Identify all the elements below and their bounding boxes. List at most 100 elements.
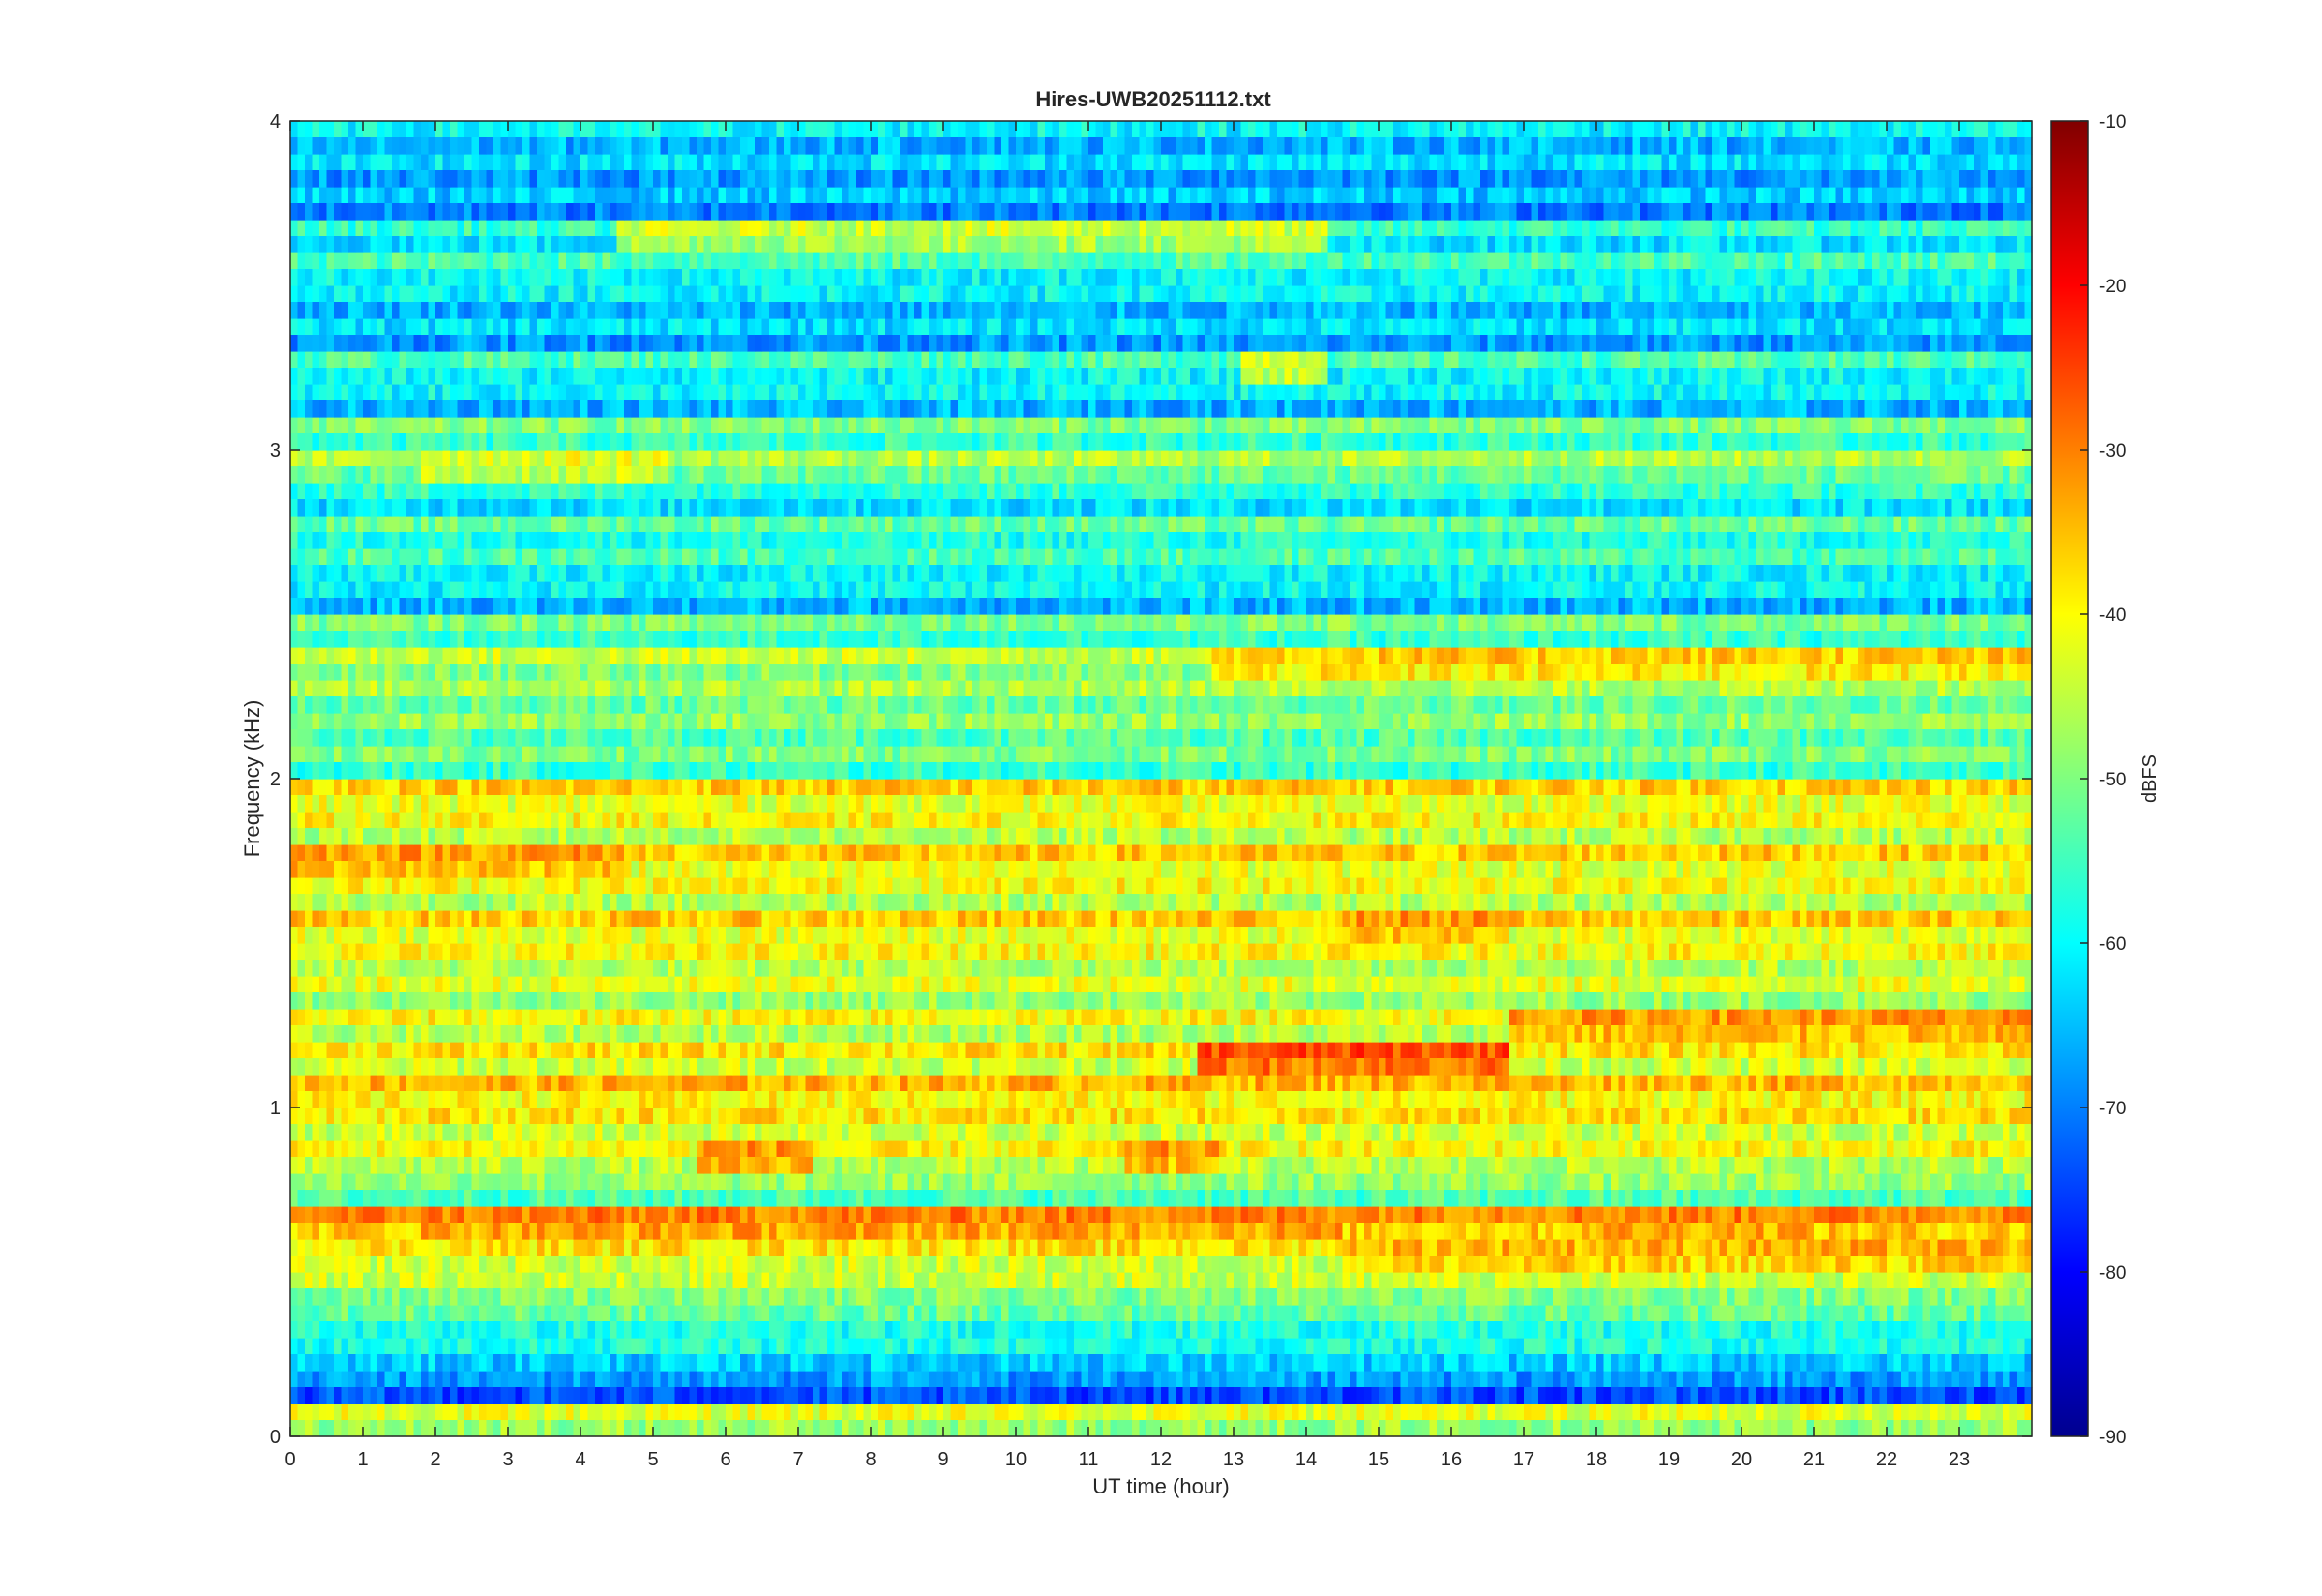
heatmap-cell [1146, 1140, 1155, 1158]
heatmap-cell [740, 1321, 749, 1339]
heatmap-cell [1800, 1305, 1808, 1322]
heatmap-cell [660, 1157, 669, 1174]
heatmap-cell [726, 1190, 734, 1207]
heatmap-cell [1974, 1173, 1982, 1191]
heatmap-cell [1095, 1371, 1104, 1388]
heatmap-cell [1422, 1108, 1431, 1125]
heatmap-cell [1727, 1354, 1736, 1372]
heatmap-cell [769, 1404, 778, 1421]
heatmap-cell [1284, 1124, 1293, 1141]
heatmap-cell [1444, 1157, 1452, 1174]
heatmap-cell [566, 1272, 575, 1289]
heatmap-cell [1661, 1404, 1670, 1421]
heatmap-cell [1350, 1305, 1358, 1322]
heatmap-cell [1190, 1173, 1199, 1191]
heatmap-cell [1988, 1321, 1997, 1339]
heatmap-cell [1437, 1140, 1445, 1158]
heatmap-cell [363, 1387, 372, 1404]
heatmap-cell [1124, 1387, 1133, 1404]
heatmap-cell [697, 1190, 705, 1207]
heatmap-cell [602, 1272, 610, 1289]
heatmap-cell [1524, 1140, 1533, 1158]
heatmap-cell [1582, 1338, 1591, 1355]
heatmap-cell [907, 1305, 915, 1322]
heatmap-cell [1712, 1387, 1721, 1404]
heatmap-cell [1800, 1108, 1808, 1125]
heatmap-cell [660, 1256, 669, 1273]
heatmap-cell [1132, 1108, 1141, 1125]
heatmap-cell [1545, 1190, 1554, 1207]
heatmap-cell [631, 1404, 640, 1421]
heatmap-cell [610, 1387, 618, 1404]
heatmap-cell [900, 1288, 908, 1306]
heatmap-cell [399, 1239, 407, 1256]
heatmap-cell [1901, 1223, 1910, 1240]
heatmap-cell [1922, 1190, 1931, 1207]
heatmap-cell [994, 1124, 1002, 1141]
heatmap-cell [929, 1321, 938, 1339]
heatmap-cell [1785, 1354, 1794, 1372]
heatmap-cell [1792, 1108, 1801, 1125]
heatmap-cell [595, 1140, 604, 1158]
heatmap-cell [1487, 1223, 1496, 1240]
heatmap-cell [1190, 1239, 1199, 1256]
heatmap-cell [537, 1371, 546, 1388]
heatmap-cell [1037, 1075, 1046, 1092]
heatmap-cell [392, 1256, 401, 1273]
heatmap-cell [1589, 1108, 1597, 1125]
heatmap-cell [493, 1124, 502, 1141]
heatmap-cell [1219, 1223, 1228, 1240]
heatmap-cell [1538, 1206, 1547, 1224]
heatmap-cell [1516, 1288, 1525, 1306]
heatmap-cell [1777, 1173, 1786, 1191]
heatmap-cell [1922, 1157, 1931, 1174]
heatmap-cell [1516, 1387, 1525, 1404]
heatmap-cell [892, 1157, 901, 1174]
heatmap-cell [1574, 1272, 1583, 1289]
heatmap-cell [871, 1288, 879, 1306]
heatmap-cell [1205, 1272, 1213, 1289]
heatmap-cell [1603, 1124, 1612, 1141]
heatmap-cell [1379, 1354, 1387, 1372]
heatmap-cell [421, 1239, 430, 1256]
heatmap-cell [1226, 1256, 1235, 1273]
heatmap-cell [740, 1157, 749, 1174]
heatmap-cell [1153, 1371, 1162, 1388]
heatmap-cell [1850, 1108, 1859, 1125]
heatmap-cell [616, 1256, 625, 1273]
heatmap-cell [2024, 1420, 2033, 1437]
heatmap-cell [435, 1075, 444, 1092]
heatmap-cell [1226, 1288, 1235, 1306]
heatmap-cell [1893, 1239, 1902, 1256]
heatmap-cell [1393, 1371, 1402, 1388]
heatmap-cell [842, 1206, 850, 1224]
heatmap-cell [1327, 1140, 1336, 1158]
heatmap-cell [1792, 1239, 1801, 1256]
heatmap-cell [1582, 1305, 1591, 1322]
heatmap-cell [1916, 1387, 1924, 1404]
heatmap-cell [878, 1108, 886, 1125]
heatmap-cell [551, 1272, 560, 1289]
heatmap-cell [1893, 1420, 1902, 1437]
heatmap-cell [1596, 1140, 1605, 1158]
heatmap-cell [1945, 1223, 1953, 1240]
heatmap-cell [674, 1108, 683, 1125]
heatmap-cell [1110, 1223, 1118, 1240]
heatmap-cell [1263, 1190, 1271, 1207]
heatmap-cell [848, 1223, 857, 1240]
heatmap-cell [631, 1272, 640, 1289]
heatmap-cell [1582, 1371, 1591, 1388]
heatmap-cell [1495, 1272, 1503, 1289]
heatmap-cell [1103, 1338, 1112, 1355]
heatmap-cell [1719, 1371, 1728, 1388]
heatmap-cell [1495, 1239, 1503, 1256]
heatmap-cell [878, 1354, 886, 1372]
heatmap-cell [1095, 1338, 1104, 1355]
heatmap-cell [1248, 1206, 1257, 1224]
heatmap-cell [1887, 1338, 1895, 1355]
heatmap-cell [718, 1256, 727, 1273]
heatmap-cell [914, 1420, 923, 1437]
heatmap-cell [726, 1108, 734, 1125]
heatmap-cell [900, 1206, 908, 1224]
heatmap-cell [1211, 1223, 1220, 1240]
